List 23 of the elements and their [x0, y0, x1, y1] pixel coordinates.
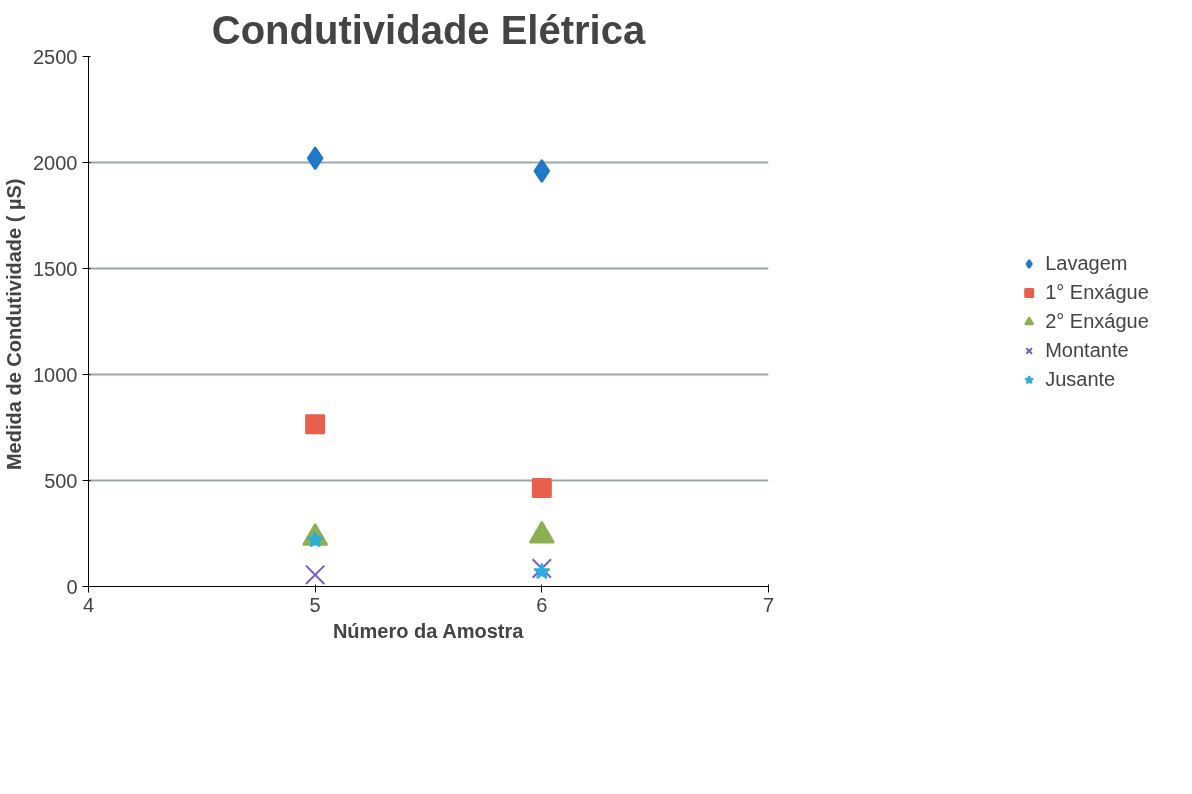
- legend-label: Lavagem: [1045, 251, 1128, 275]
- y-tick-label: 1500: [33, 257, 78, 280]
- x-tick-label: 7: [762, 593, 775, 616]
- y-tick-label: 2000: [33, 151, 78, 174]
- y-tick-label: 500: [44, 469, 78, 492]
- point: [531, 477, 552, 498]
- legend-label: 2° Enxágue: [1045, 309, 1149, 333]
- x-tick-label: 6: [536, 593, 548, 616]
- y-tick-label: 0: [66, 575, 78, 598]
- legend-label: Montante: [1045, 338, 1129, 362]
- point: [304, 564, 326, 586]
- legend-label: 1° Enxágue: [1045, 280, 1149, 304]
- legend-label: Jusante: [1045, 367, 1116, 391]
- y-axis-title: Medida de Condutividade ( µS): [3, 178, 26, 471]
- y-tick-label: 2500: [33, 45, 78, 68]
- x-tick-label: 5: [309, 593, 321, 616]
- x-tick-label: 4: [82, 593, 95, 616]
- point: [306, 146, 324, 171]
- chart-title: Condutividade Elétrica: [211, 7, 646, 52]
- point: [533, 158, 551, 183]
- x-axis-title: Número da Amostra: [332, 619, 525, 642]
- point: [305, 414, 326, 435]
- y-tick-label: 1000: [33, 363, 78, 386]
